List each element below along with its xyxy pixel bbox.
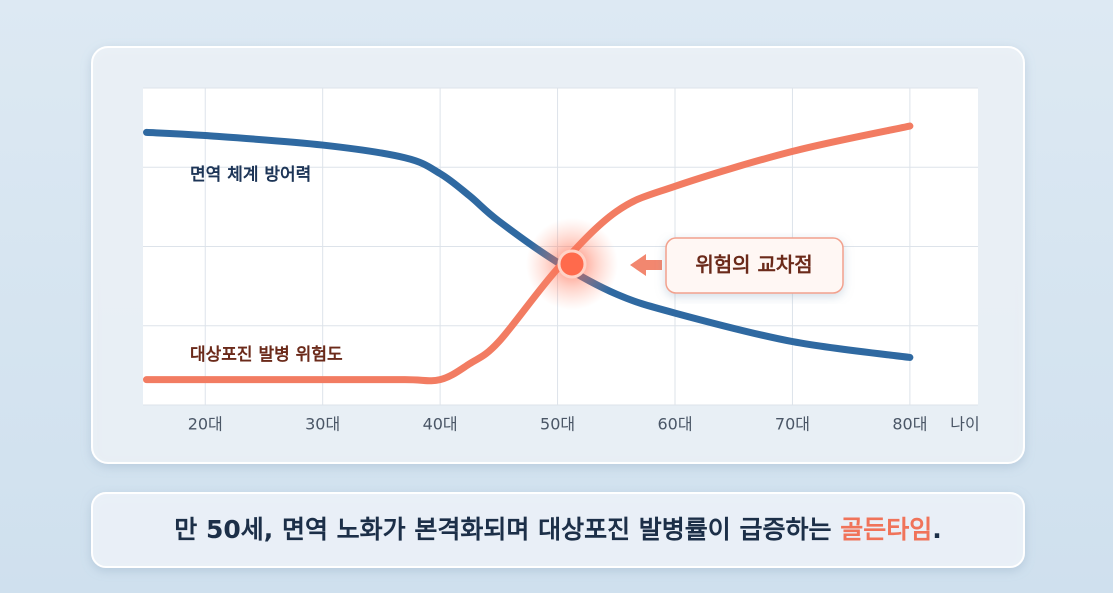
annotation-arrow [630, 254, 662, 276]
series-line [143, 122, 914, 385]
series-label: 대상포진 발병 위험도 [190, 344, 343, 365]
caption-bar [91, 492, 1025, 568]
annotation-box [665, 237, 844, 294]
caption-highlight: 골든타임 [840, 515, 932, 544]
series-label: 면역 체계 방어력 [190, 165, 311, 185]
x-tick-label: 30대 [305, 415, 340, 434]
x-tick-label: 80대 [892, 415, 927, 434]
crossing-point [557, 249, 587, 279]
x-tick-label: 70대 [775, 415, 810, 434]
x-tick-label: 60대 [657, 415, 692, 434]
x-tick-label: 40대 [423, 415, 458, 434]
x-tick-label: 50대 [540, 415, 575, 434]
caption-text: 만 50세, 면역 노화가 본격화되며 대상포진 발병률이 급증하는 [174, 515, 840, 544]
annotation-text: 위험의 교차점 [695, 253, 812, 277]
x-axis-label: 나이 [950, 415, 979, 434]
series-line [143, 128, 914, 361]
caption-text: . [932, 515, 942, 544]
caption: 만 50세, 면역 노화가 본격화되며 대상포진 발병률이 급증하는 골든타임. [174, 515, 941, 544]
x-tick-label: 20대 [188, 415, 223, 434]
